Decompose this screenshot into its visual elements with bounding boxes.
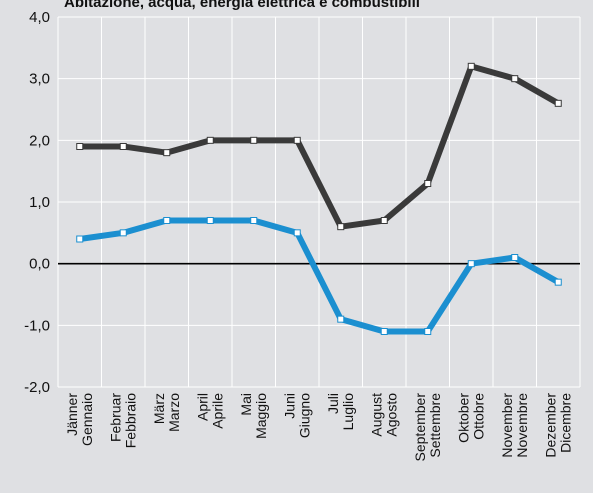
x-tick-label: Gennaio xyxy=(79,393,95,446)
x-tick-label: Novembre xyxy=(514,393,530,458)
x-tick-label: April xyxy=(194,393,210,421)
data-point xyxy=(554,99,562,107)
x-tick-label: August xyxy=(368,393,384,437)
x-tick-label: März xyxy=(151,393,167,424)
x-tick-label: Mai xyxy=(238,393,254,416)
x-tick-label: Luglio xyxy=(340,393,356,431)
data-point xyxy=(337,315,345,323)
y-tick-label: 1,0 xyxy=(29,194,50,211)
x-tick-label: Jänner xyxy=(64,393,80,436)
x-tick-label: Maggio xyxy=(253,393,269,439)
data-point xyxy=(206,136,214,144)
x-tick-label: Ottobre xyxy=(470,393,486,440)
chart-title: Abitazione, acqua, energia elettrica e c… xyxy=(64,0,420,11)
y-tick-label: 2,0 xyxy=(29,132,50,149)
data-point xyxy=(424,328,432,335)
data-point xyxy=(206,217,214,224)
x-tick-label: Aprile xyxy=(209,393,225,429)
data-point xyxy=(511,75,519,83)
x-tick-label: Dezember xyxy=(542,393,558,458)
x-tick-label: Agosto xyxy=(383,393,399,437)
data-point xyxy=(467,62,475,70)
x-tick-label: Febbraio xyxy=(122,393,138,448)
data-point xyxy=(163,149,171,157)
data-point xyxy=(293,229,301,237)
x-tick-label: September xyxy=(412,393,428,462)
y-tick-label: 0,0 xyxy=(29,256,50,273)
data-point xyxy=(337,223,345,231)
data-point xyxy=(163,217,171,224)
x-tick-label: Settembre xyxy=(427,393,443,458)
x-tick-label: November xyxy=(499,393,515,458)
y-tick-label: 3,0 xyxy=(29,71,50,88)
x-tick-label: Februar xyxy=(107,393,123,442)
data-point xyxy=(250,136,258,144)
data-point xyxy=(554,278,562,286)
y-tick-label: -2,0 xyxy=(24,379,50,396)
series-line-2 xyxy=(79,217,560,335)
x-tick-label: Juni xyxy=(281,393,297,419)
data-point xyxy=(250,217,258,224)
data-point xyxy=(467,260,475,268)
x-tick-label: Marzo xyxy=(166,393,182,432)
data-point xyxy=(76,143,84,150)
data-point xyxy=(424,180,432,187)
x-tick-label: Giugno xyxy=(296,393,312,438)
data-point xyxy=(380,217,388,224)
y-tick-label: -1,0 xyxy=(24,317,50,334)
x-tick-label: Oktober xyxy=(455,393,471,443)
x-tick-label: Juli xyxy=(325,393,341,414)
data-point xyxy=(511,254,519,261)
series-line-1 xyxy=(79,63,560,230)
data-point xyxy=(119,143,127,150)
data-point xyxy=(380,328,388,335)
x-tick-label: Dicembre xyxy=(557,393,573,453)
data-point xyxy=(119,229,127,237)
data-point xyxy=(293,136,301,144)
data-point xyxy=(76,235,84,243)
y-tick-label: 4,0 xyxy=(29,9,50,26)
